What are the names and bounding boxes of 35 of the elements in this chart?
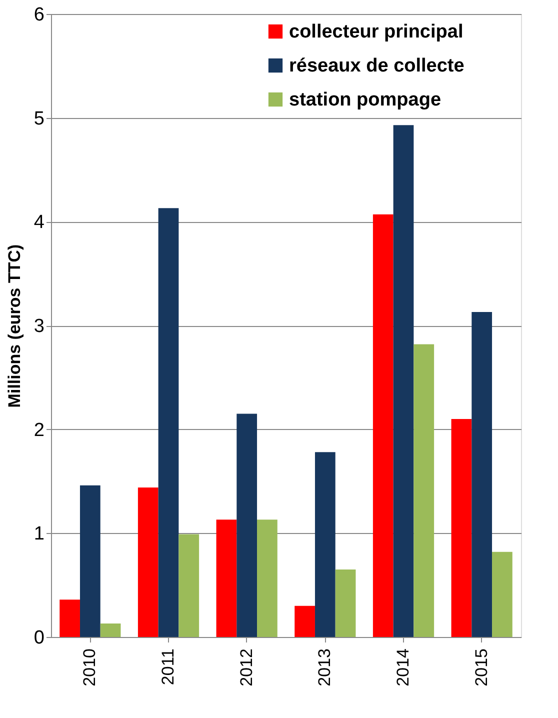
bar — [178, 534, 200, 637]
legend-label: collecteur principal — [289, 22, 464, 42]
x-tick-label: 2010 — [80, 648, 100, 686]
y-tick-label: 2 — [34, 420, 44, 441]
bar — [372, 214, 394, 637]
bar — [236, 414, 258, 637]
bar — [492, 552, 512, 637]
bar — [294, 606, 315, 637]
bar — [138, 487, 158, 637]
y-tick-label: 1 — [34, 524, 44, 545]
bar — [335, 570, 356, 637]
x-tick-label: 2011 — [158, 648, 178, 686]
legend-label: réseaux de collecte — [289, 56, 464, 76]
bar — [472, 312, 492, 637]
bar — [393, 125, 414, 637]
legend-label: station pompage — [289, 90, 442, 110]
bar — [100, 624, 121, 637]
y-tick-label: 6 — [34, 4, 44, 26]
x-tick-label: 2012 — [236, 648, 256, 686]
bar — [314, 452, 336, 637]
y-tick-label: 5 — [34, 108, 44, 130]
x-tick-label: 2013 — [315, 648, 334, 686]
bar — [257, 520, 278, 637]
x-tick-label: 2014 — [394, 648, 412, 686]
bar — [158, 208, 179, 637]
bar — [451, 418, 472, 637]
y-tick-label: 4 — [34, 212, 45, 234]
bar — [60, 600, 80, 637]
y-tick-label: 3 — [34, 316, 44, 337]
bar — [414, 344, 434, 637]
y-tick-label: 0 — [34, 628, 44, 648]
y-axis-title: Millions (euros TTC) — [4, 244, 24, 408]
x-tick-label: 2015 — [472, 648, 491, 686]
bar — [216, 520, 237, 637]
bar — [80, 485, 100, 637]
